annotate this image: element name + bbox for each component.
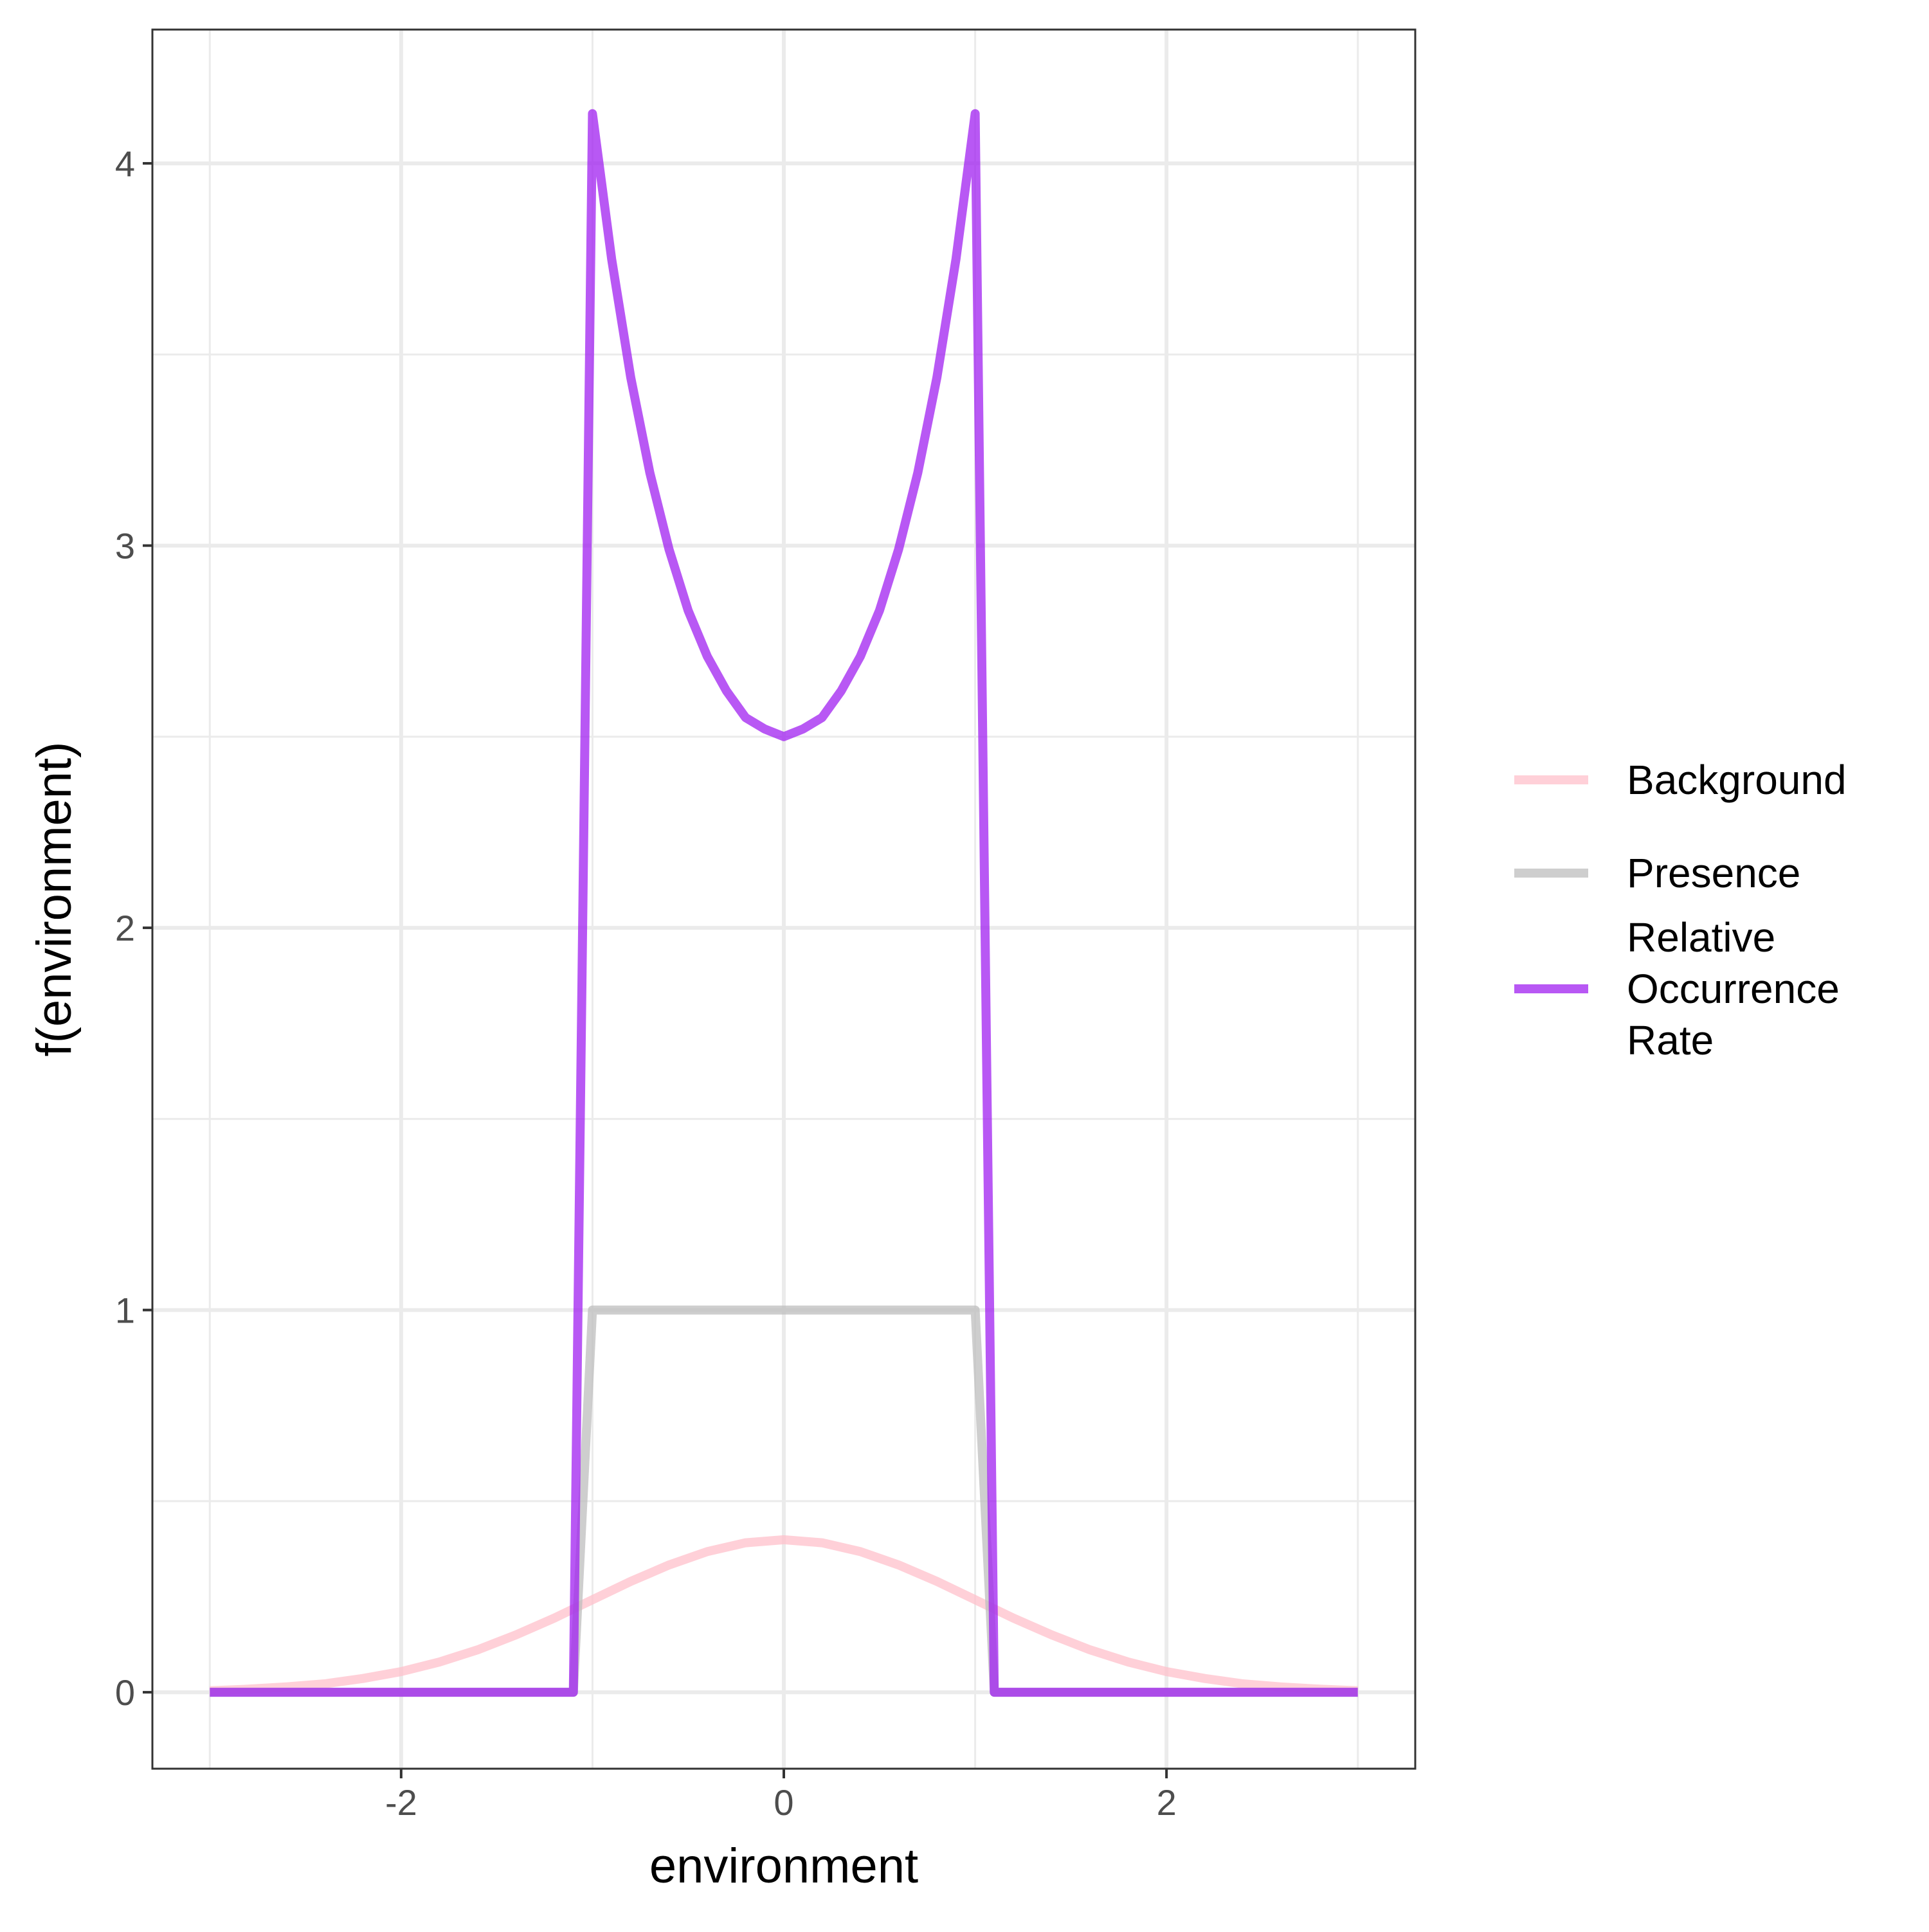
legend-relative-label: Rate xyxy=(1627,1017,1714,1063)
series-line-background xyxy=(210,1535,1358,1695)
y-tick-label: 1 xyxy=(115,1290,135,1331)
y-tick-label: 0 xyxy=(115,1672,135,1713)
series-line-relative xyxy=(210,109,1358,1697)
axes: -2 0 2 0 1 2 3 4 xyxy=(115,143,1177,1823)
legend-relative-label: Occurrence xyxy=(1627,966,1840,1012)
x-tick-label: -2 xyxy=(385,1782,417,1823)
series-lines xyxy=(210,109,1358,1697)
x-tick-label: 2 xyxy=(1157,1782,1177,1823)
legend-relative-label: Relative xyxy=(1627,914,1775,961)
x-axis-title: environment xyxy=(649,1839,918,1893)
y-tick-label: 4 xyxy=(115,143,135,184)
legend: Background Presence Relative Occurrence Rate xyxy=(1514,757,1847,1063)
legend-background-label: Background xyxy=(1627,757,1847,803)
y-axis-title: f(environment) xyxy=(27,742,82,1057)
x-tick-label: 0 xyxy=(774,1782,793,1823)
y-tick-label: 2 xyxy=(115,908,135,948)
y-tick-label: 3 xyxy=(115,526,135,566)
legend-presence-label: Presence xyxy=(1627,850,1800,896)
